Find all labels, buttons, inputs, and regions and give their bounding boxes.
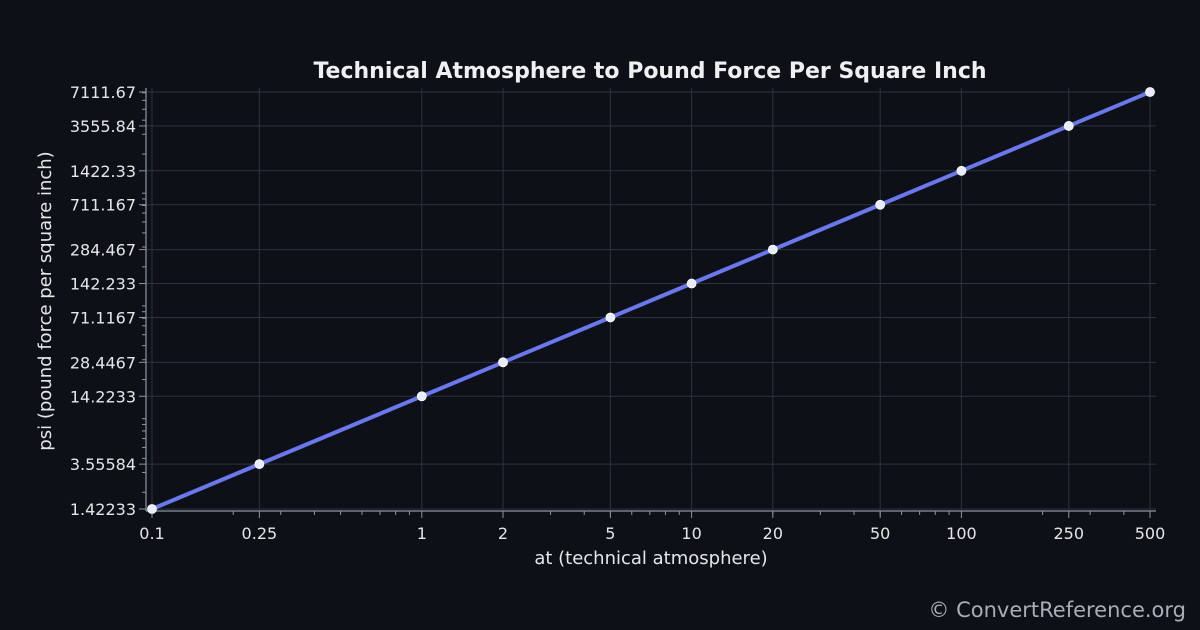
x-axis-label: at (technical atmosphere) bbox=[534, 548, 767, 569]
x-tick-label: 0.1 bbox=[139, 524, 164, 543]
x-tick-label: 20 bbox=[763, 524, 783, 543]
y-tick-label: 3555.84 bbox=[70, 117, 136, 136]
data-point bbox=[956, 165, 967, 176]
y-tick-label: 1422.33 bbox=[70, 162, 136, 181]
y-tick-label: 142.233 bbox=[70, 275, 136, 294]
y-tick-label: 3.55584 bbox=[70, 455, 136, 474]
data-point bbox=[875, 199, 886, 210]
chart-title: Technical Atmosphere to Pound Force Per … bbox=[313, 59, 986, 84]
data-point bbox=[1145, 87, 1155, 97]
data-point bbox=[416, 391, 427, 402]
data-point bbox=[254, 459, 265, 470]
y-tick-label: 14.2233 bbox=[70, 387, 136, 406]
x-tick-label: 10 bbox=[681, 524, 701, 543]
y-tick-label: 7111.67 bbox=[70, 83, 136, 102]
data-point bbox=[147, 504, 157, 514]
y-tick-label: 71.1167 bbox=[70, 308, 136, 327]
y-tick-label: 711.167 bbox=[70, 196, 136, 215]
y-axis-label: psi (pound force per square inch) bbox=[35, 151, 56, 450]
series bbox=[147, 87, 1155, 514]
axes: 0.1 0.25 1 2 5 10 20 50 100 250 500 1.42233 3.55584 1… bbox=[70, 83, 1165, 543]
series-line bbox=[150, 90, 1152, 511]
data-point bbox=[767, 244, 778, 255]
x-tick-label: 250 bbox=[1054, 524, 1085, 543]
x-tick-label: 0.25 bbox=[242, 524, 278, 543]
watermark: © ConvertReference.org bbox=[928, 598, 1186, 622]
data-point bbox=[498, 357, 508, 368]
x-tick-label: 100 bbox=[946, 524, 977, 543]
grid-lines bbox=[146, 88, 1156, 510]
y-tick-label: 1.42233 bbox=[70, 500, 136, 519]
y-tick-label: 284.467 bbox=[70, 241, 136, 260]
x-tick-label: 500 bbox=[1135, 524, 1166, 543]
x-tick-label: 50 bbox=[870, 524, 890, 543]
data-point bbox=[686, 278, 697, 289]
x-tick-label: 1 bbox=[417, 524, 427, 543]
data-point bbox=[1063, 121, 1074, 131]
data-point bbox=[605, 312, 616, 323]
x-tick-label: 2 bbox=[498, 524, 508, 543]
x-tick-label: 5 bbox=[605, 524, 615, 543]
y-tick-label: 28.4467 bbox=[70, 353, 136, 372]
